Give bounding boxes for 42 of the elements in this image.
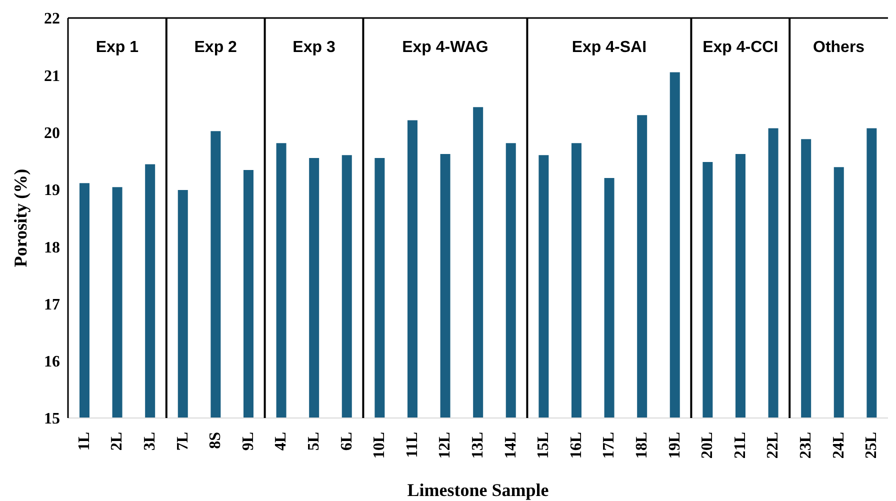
x-tick-label: 18L — [634, 432, 650, 459]
x-tick-label: 21L — [732, 432, 749, 459]
x-tick-label: 16L — [568, 432, 585, 459]
y-tick-label: 16 — [44, 354, 60, 371]
x-tick-label: 12L — [436, 432, 454, 459]
annotation: Exp 2 — [194, 39, 238, 56]
y-tick-label: 20 — [44, 124, 60, 142]
x-tick-label: 23L — [798, 432, 814, 459]
annotation: Exp 4-SAI — [572, 39, 647, 56]
x-tick-label: 3L — [142, 432, 158, 451]
x-tick-label: 6L — [338, 432, 356, 451]
x-tick-label: 19L — [666, 432, 684, 459]
y-tick-label: 21 — [44, 68, 60, 85]
y-tick-label: 19 — [44, 182, 60, 200]
x-tick-label: 1L — [76, 432, 93, 451]
x-tick-label: 5L — [306, 432, 322, 451]
y-tick-label: 15 — [44, 410, 60, 428]
x-tick-label: 10L — [371, 432, 388, 459]
x-tick-label: 2L — [108, 432, 126, 451]
x-tick-label: 11L — [404, 432, 421, 458]
x-tick-label: 24L — [830, 432, 848, 459]
y-axis-title: Porosity (%) — [10, 168, 30, 268]
x-tick-label: 9L — [240, 432, 257, 451]
x-axis-title: Limestone Sample — [407, 480, 549, 500]
annotation: Others — [813, 39, 865, 56]
x-tick-label: 8S — [207, 432, 224, 449]
x-tick-label: 22L — [764, 432, 782, 459]
annotation: Exp 4-CCI — [702, 39, 778, 56]
x-tick-label: 15L — [535, 432, 552, 459]
y-tick-label: 18 — [44, 239, 60, 256]
annotation: Exp 4-WAG — [402, 39, 488, 56]
annotation: Exp 3 — [292, 39, 336, 56]
x-tick-label: 17L — [600, 432, 618, 459]
y-tick-label: 22 — [44, 10, 60, 28]
annotation: Exp 1 — [96, 39, 139, 56]
x-tick-label: 14L — [502, 432, 520, 459]
x-tick-label: 25L — [863, 432, 880, 459]
y-tick-label: 17 — [44, 296, 60, 314]
x-tick-label: 4L — [272, 432, 290, 451]
x-tick-label: 20L — [699, 432, 716, 459]
x-tick-label: 7L — [174, 432, 192, 451]
x-tick-label: 13L — [470, 432, 486, 459]
